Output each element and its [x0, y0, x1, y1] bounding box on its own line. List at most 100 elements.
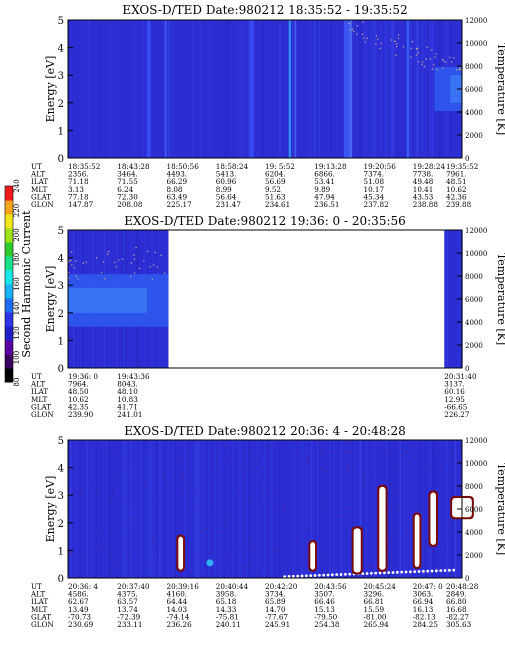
- panel-1-texture-line: [166, 20, 169, 158]
- panel-3-texture-line: [388, 440, 391, 578]
- panel-2-ytick-label: 3: [58, 281, 64, 292]
- panel-3-ut-value: 20:40:44: [216, 582, 249, 591]
- panel-1-alt-value: 7374.: [364, 170, 385, 179]
- panel-1-y2tick-label: 12000: [465, 17, 487, 25]
- colorbar-tick-label: 100: [13, 351, 21, 364]
- panel-3-texture-line: [305, 440, 308, 578]
- panel-1-ilat-value: 49.48: [413, 177, 434, 186]
- panel-1-texture-line: [426, 20, 428, 158]
- panel-3-glon-value: 240.11: [216, 620, 241, 629]
- panel-3-ilat-value: 65.18: [216, 597, 237, 606]
- panel-1-texture-line: [223, 20, 226, 158]
- panel-3-ilat-value: 64.44: [167, 597, 188, 606]
- panel-3-noise-dot: [347, 471, 349, 473]
- colorbar-segment: [5, 312, 13, 327]
- panel-3-noise-dot: [370, 515, 372, 517]
- panel-3-noise-dot: [151, 567, 153, 569]
- panel-2-temperature-dot: [121, 258, 124, 260]
- panel-1-texture-line: [128, 20, 131, 158]
- panel-3-mlt-value: 14.03: [167, 605, 188, 614]
- panel-1-texture-line: [114, 20, 116, 158]
- panel-3-noise-dot: [203, 501, 205, 503]
- panel-3-texture-line: [300, 440, 303, 578]
- panel-3-noise-dot: [201, 530, 203, 532]
- panel-1-temperature-dot: [361, 33, 364, 35]
- panel-1-texture-line: [355, 20, 358, 158]
- panel-3-noise-dot: [390, 483, 392, 485]
- panel-1-temperature-dot: [421, 61, 424, 63]
- panel-3-ytick-label: 3: [58, 491, 64, 502]
- panel-3-noise-dot: [308, 466, 310, 468]
- panel-1-temperature-dot: [366, 37, 368, 39]
- panel-3-texture-line: [86, 440, 89, 578]
- panel-3-noise-dot: [299, 489, 301, 491]
- panel-3-texture-line: [321, 440, 324, 578]
- panel-3-noise-dot: [346, 450, 348, 452]
- panel-2-y2tick-label: 8000: [465, 273, 483, 281]
- panel-2-ut-value: 19:43:36: [117, 372, 150, 381]
- panel-3-ylabel: Energy [eV]: [44, 476, 57, 543]
- panel-1-texture-line: [299, 20, 301, 158]
- panel-3-texture-line: [159, 440, 161, 578]
- panel-1-texture-line: [412, 20, 414, 158]
- panel-3-texture-line: [419, 440, 421, 578]
- panel-3-glat-value: -82.27: [446, 612, 469, 621]
- panel-3-noise-dot: [282, 508, 284, 510]
- panel-3-noise-dot: [402, 448, 404, 450]
- colorbar-segment: [5, 242, 13, 257]
- colorbar-segment: [5, 284, 13, 299]
- panel-3-noise-dot: [236, 552, 238, 554]
- panel-3-noise-dot: [267, 446, 269, 448]
- panel-3-noise-dot: [110, 533, 112, 535]
- panel-3-glon-value: 233.11: [117, 620, 142, 629]
- panel-3-glat-value: -77.67: [265, 612, 288, 621]
- panel-1-y2tick-label: 10000: [465, 40, 487, 48]
- panel-3-noise-dot: [189, 519, 191, 521]
- panel-3-noise-dot: [370, 565, 372, 568]
- panel-1-texture-line: [142, 20, 144, 158]
- panel-1-ytick-label: 0: [58, 154, 64, 165]
- panel-1-temperature-dot: [431, 68, 434, 70]
- panel-1-texture-line: [97, 20, 100, 158]
- panel-3-glat-value: -72.39: [117, 612, 140, 621]
- panel-3-trace-dot: [413, 570, 417, 574]
- panel-3-ytick-label: 1: [58, 546, 64, 557]
- panel-3-blob-4: [379, 486, 386, 570]
- panel-1-ilat-value: 53.41: [314, 177, 335, 186]
- panel-2-glat-value: -66.65: [444, 402, 467, 411]
- panel-3-texture-line: [400, 440, 402, 578]
- panel-1-y2tick-label: 8000: [465, 63, 483, 71]
- panel-1-texture-line: [314, 20, 317, 158]
- panel-3-noise-dot: [453, 479, 455, 481]
- colorbar-label: Second Harmonic Current: [20, 210, 33, 358]
- panel-3-texture-line: [108, 440, 111, 578]
- panel-1-glat-value: 42.36: [446, 192, 467, 201]
- panel-3-texture-line: [360, 440, 362, 578]
- panel-1-texture-line: [192, 20, 195, 158]
- panel-3-texture-line: [174, 440, 177, 578]
- panel-3-texture-line: [160, 440, 162, 578]
- panel-3-trace-dot: [391, 571, 395, 574]
- panel-3-texture-line: [248, 440, 250, 578]
- panel-2-temperature-dot: [154, 251, 157, 254]
- panel-3-mlt-value: 13.74: [117, 605, 138, 614]
- panel-3-noise-dot: [451, 454, 453, 457]
- panel-1-temperature-dot: [442, 67, 444, 69]
- panel-3-texture-line: [148, 440, 151, 578]
- panel-1-temperature-dot: [426, 46, 428, 48]
- panel-3-noise-dot: [71, 455, 73, 457]
- panel-3-noise-dot: [320, 468, 322, 470]
- panel-3-trace-dot: [439, 569, 443, 573]
- panel-1-glat-value: 51.63: [265, 192, 286, 201]
- panel-3-trace-dot: [335, 573, 339, 577]
- panel-1-temperature-dot: [445, 61, 447, 63]
- panel-1-texture-line: [261, 20, 264, 158]
- panel-3-texture-line: [233, 440, 235, 578]
- panel-3-noise-dot: [340, 452, 342, 454]
- panel-1-temperature-dot: [410, 56, 412, 58]
- panel-2-row-label-glat: GLAT: [31, 402, 51, 411]
- panel-3-glon-value: 230.69: [68, 620, 94, 629]
- panel-1-glon-value: 225.17: [167, 200, 193, 209]
- panel-3-texture-line: [263, 440, 266, 578]
- panel-2-ut-value: 19:36: 0: [68, 372, 98, 381]
